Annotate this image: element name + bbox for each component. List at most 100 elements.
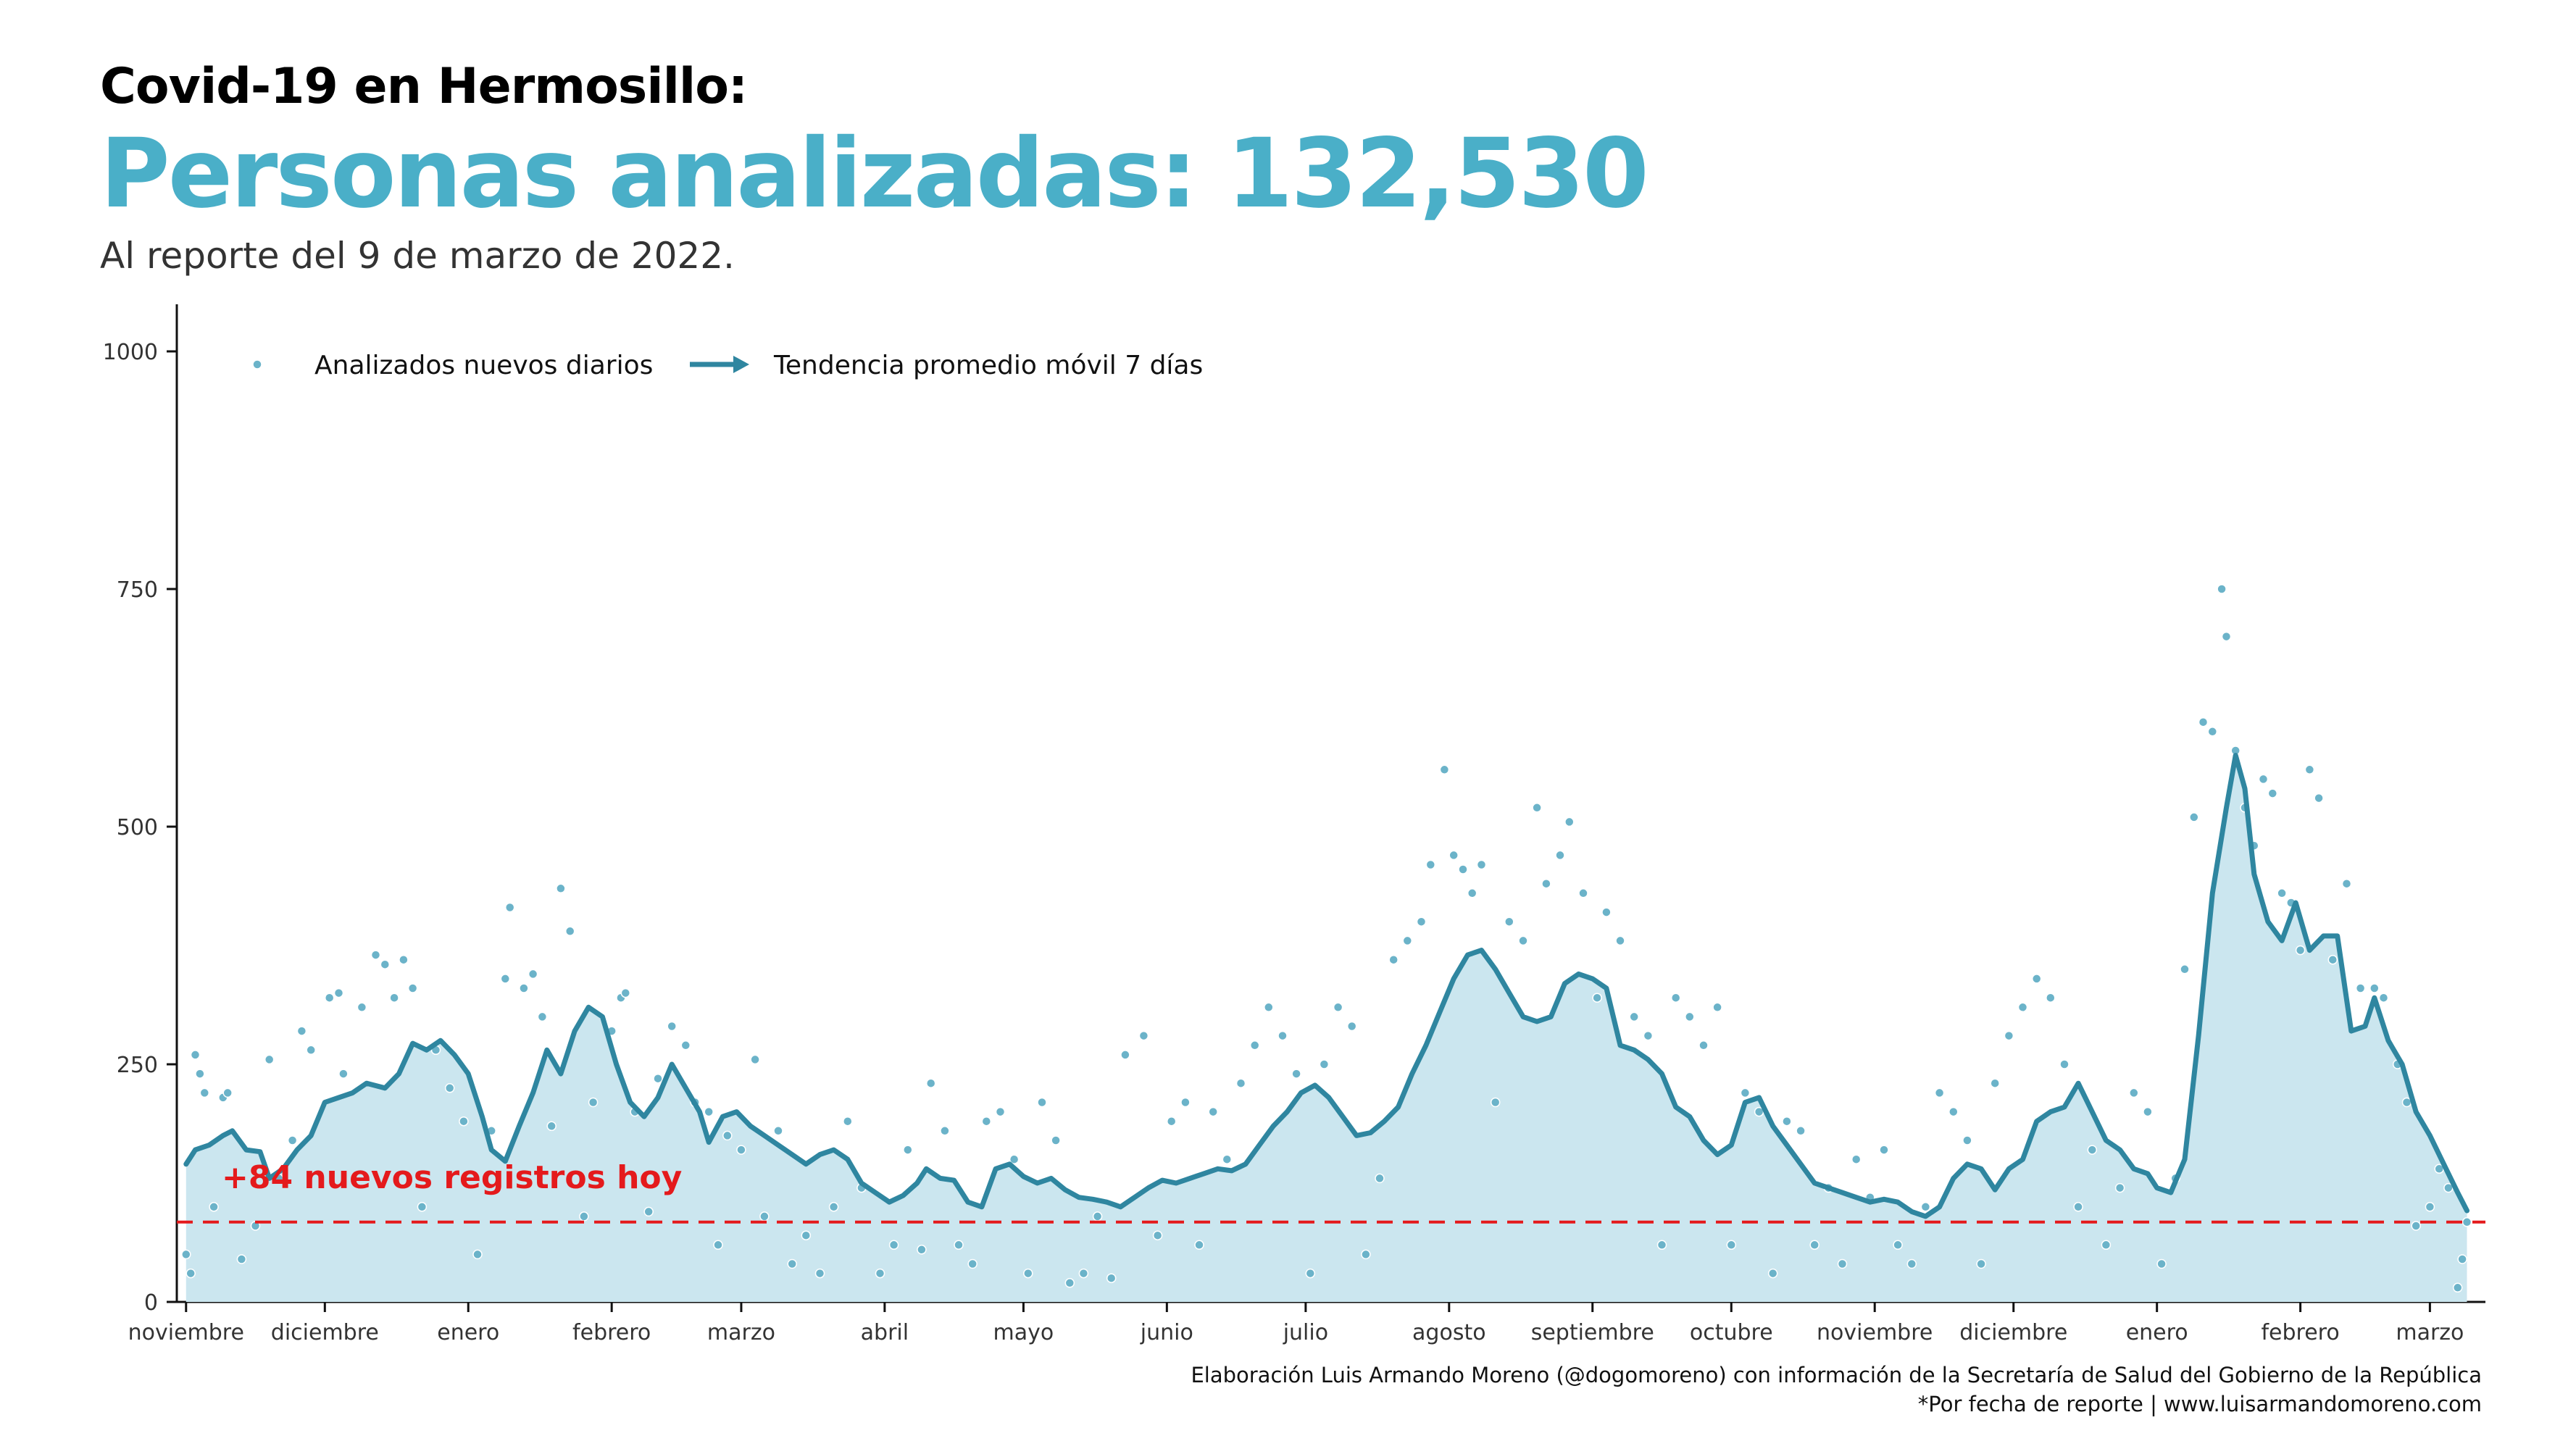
daily-point xyxy=(713,1240,723,1250)
daily-point xyxy=(1643,1030,1654,1041)
annotation-label: +84 nuevos registros hoy xyxy=(222,1159,682,1196)
daily-point xyxy=(1837,1258,1848,1269)
daily-point xyxy=(338,1069,349,1079)
daily-point xyxy=(995,1106,1006,1117)
daily-point xyxy=(2378,993,2389,1003)
caption-note: *Por fecha de reporte | www.luisarmandom… xyxy=(1917,1392,2482,1416)
trend-area xyxy=(186,755,2467,1302)
daily-point xyxy=(1138,1030,1149,1041)
daily-point xyxy=(787,1258,797,1269)
x-tick-label: octubre xyxy=(1690,1320,1773,1345)
daily-point xyxy=(222,1087,233,1098)
daily-point xyxy=(500,974,511,984)
daily-point xyxy=(1726,1240,1737,1250)
y-tick-label: 500 xyxy=(117,815,158,840)
daily-point xyxy=(181,1249,191,1260)
x-tick-label: diciembre xyxy=(1959,1320,2067,1345)
daily-point xyxy=(190,1050,201,1060)
daily-point xyxy=(1670,993,1681,1003)
daily-point xyxy=(1064,1278,1075,1288)
daily-point xyxy=(2277,888,2287,898)
daily-point xyxy=(588,1097,599,1108)
daily-point xyxy=(2031,974,2042,984)
daily-point xyxy=(1490,1097,1501,1108)
chart-subtitle: Al reporte del 9 de marzo de 2022. xyxy=(100,235,735,277)
daily-point xyxy=(2221,631,2232,642)
daily-point xyxy=(1767,1268,1778,1279)
daily-point xyxy=(2004,1030,2014,1041)
daily-point xyxy=(324,993,335,1003)
daily-point xyxy=(1277,1030,1288,1041)
daily-point xyxy=(704,1106,714,1117)
x-axis: noviembre diciembre enero febrero marzo abril… xyxy=(128,1300,2485,1345)
daily-point xyxy=(1388,954,1399,965)
daily-point xyxy=(1235,1078,1246,1088)
daily-point xyxy=(2369,983,2380,993)
daily-point xyxy=(1592,993,1602,1003)
x-tick-label: enero xyxy=(2126,1320,2188,1345)
daily-point xyxy=(1333,1002,1343,1013)
daily-point xyxy=(1990,1078,2000,1088)
x-tick-label: agosto xyxy=(1412,1320,1486,1345)
daily-point xyxy=(2101,1240,2112,1250)
daily-point xyxy=(417,1202,428,1212)
daily-point xyxy=(759,1211,770,1222)
y-tick-label: 750 xyxy=(117,577,158,603)
daily-point xyxy=(1425,859,1436,870)
daily-point xyxy=(981,1116,992,1127)
daily-point xyxy=(954,1240,964,1250)
daily-point xyxy=(1851,1154,1862,1164)
daily-point xyxy=(459,1116,469,1127)
daily-point xyxy=(1615,935,1625,946)
daily-point xyxy=(1629,1011,1639,1022)
daily-point xyxy=(1893,1240,1903,1250)
daily-point xyxy=(1458,864,1468,874)
daily-point xyxy=(1009,1154,1020,1164)
daily-point xyxy=(2457,1254,2467,1264)
daily-point xyxy=(1976,1258,1986,1269)
daily-point xyxy=(1698,1040,1709,1051)
daily-point xyxy=(2411,1221,2421,1231)
daily-point xyxy=(2189,812,2199,822)
daily-point xyxy=(370,950,381,960)
daily-point xyxy=(296,1026,307,1036)
daily-point xyxy=(1809,1240,1820,1250)
daily-point xyxy=(1264,1002,1274,1013)
daily-point xyxy=(2143,1106,2153,1117)
daily-point xyxy=(1194,1240,1204,1250)
daily-point xyxy=(1092,1211,1103,1222)
daily-point xyxy=(620,987,631,998)
daily-point xyxy=(903,1145,913,1155)
daily-point xyxy=(472,1249,483,1260)
daily-point xyxy=(199,1087,210,1098)
daily-point xyxy=(2129,1087,2139,1098)
daily-point xyxy=(1532,803,1542,813)
daily-point xyxy=(2304,764,2315,775)
daily-point xyxy=(1518,935,1528,946)
daily-point xyxy=(843,1116,853,1127)
daily-point xyxy=(1023,1268,1033,1279)
daily-point xyxy=(2114,1182,2125,1193)
daily-point xyxy=(2341,878,2352,889)
daily-point xyxy=(1208,1106,1218,1117)
daily-point xyxy=(773,1126,783,1136)
daily-point xyxy=(546,1121,557,1132)
daily-point xyxy=(1180,1097,1191,1108)
trend-line-group xyxy=(183,753,2469,1219)
daily-point xyxy=(2452,1282,2463,1293)
daily-point xyxy=(1467,888,1477,898)
daily-point xyxy=(528,969,538,980)
daily-point xyxy=(1222,1154,1233,1164)
x-tick-label: noviembre xyxy=(128,1320,244,1345)
daily-point xyxy=(680,1040,691,1051)
y-axis: 0 250 500 750 1000 xyxy=(103,304,178,1316)
daily-point xyxy=(1782,1116,1792,1127)
daily-point xyxy=(814,1268,825,1279)
x-tick-label: febrero xyxy=(572,1320,651,1345)
daily-point xyxy=(1449,850,1459,861)
daily-point xyxy=(2017,1002,2028,1013)
x-tick-label: noviembre xyxy=(1817,1320,1933,1345)
daily-point xyxy=(287,1135,298,1145)
daily-point xyxy=(801,1230,812,1240)
